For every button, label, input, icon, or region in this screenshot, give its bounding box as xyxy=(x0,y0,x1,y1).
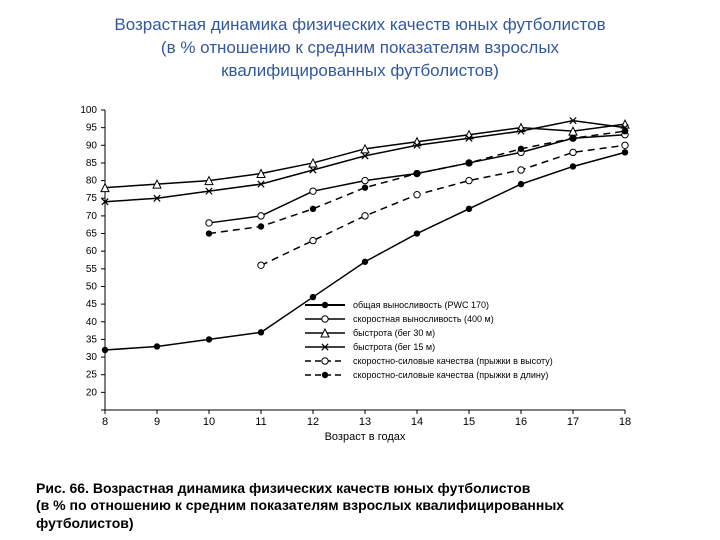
caption-line-1: Рис. 66. Возрастная динамика физических … xyxy=(36,480,530,496)
svg-text:60: 60 xyxy=(86,246,98,257)
svg-text:65: 65 xyxy=(86,229,98,240)
svg-text:13: 13 xyxy=(359,416,371,428)
svg-text:18: 18 xyxy=(619,416,631,428)
svg-text:Возраст в годах: Возраст в годах xyxy=(325,431,406,443)
caption-line-2: (в % по отношению к средним показателям … xyxy=(36,497,564,513)
svg-text:50: 50 xyxy=(86,281,98,292)
svg-text:быстрота (бег 30 м): быстрота (бег 30 м) xyxy=(353,328,435,338)
svg-text:40: 40 xyxy=(86,317,98,328)
svg-text:8: 8 xyxy=(102,416,108,428)
slide-title: Возрастная динамика физических качеств ю… xyxy=(0,0,720,83)
svg-text:45: 45 xyxy=(86,299,98,310)
svg-text:общая выносливость (PWC 170): общая выносливость (PWC 170) xyxy=(353,300,489,310)
svg-text:скоростно-силовые качества (пр: скоростно-силовые качества (прыжки в выс… xyxy=(353,356,553,366)
svg-text:35: 35 xyxy=(86,334,98,345)
svg-text:быстрота (бег 15 м): быстрота (бег 15 м) xyxy=(353,342,435,352)
svg-text:75: 75 xyxy=(86,193,98,204)
title-line-2: (в % отношению к средним показателям взр… xyxy=(40,37,680,60)
title-line-1: Возрастная динамика физических качеств ю… xyxy=(40,14,680,37)
chart-svg: 20 25 30 35 40 45 50 55 60 65 70 75 80 85 90 95 100 8 9 10 1… xyxy=(50,90,670,450)
svg-text:11: 11 xyxy=(255,416,266,428)
svg-text:70: 70 xyxy=(86,211,98,222)
caption-line-3: футболистов) xyxy=(36,515,134,531)
svg-text:30: 30 xyxy=(86,352,98,363)
svg-text:55: 55 xyxy=(86,264,98,275)
svg-text:16: 16 xyxy=(515,416,527,428)
figure-caption: Рис. 66. Возрастная динамика физических … xyxy=(36,480,690,533)
svg-text:17: 17 xyxy=(567,416,579,428)
svg-text:14: 14 xyxy=(411,416,423,428)
svg-text:10: 10 xyxy=(203,416,215,428)
svg-text:100: 100 xyxy=(80,105,97,116)
svg-text:9: 9 xyxy=(154,416,160,428)
svg-text:25: 25 xyxy=(86,370,98,381)
chart-area: 20 25 30 35 40 45 50 55 60 65 70 75 80 85 90 95 100 8 9 10 1… xyxy=(50,90,670,470)
svg-text:скоростная выносливость (400 м: скоростная выносливость (400 м) xyxy=(353,314,494,324)
svg-text:85: 85 xyxy=(86,158,98,169)
svg-text:20: 20 xyxy=(86,387,98,398)
svg-text:15: 15 xyxy=(463,416,475,428)
svg-text:90: 90 xyxy=(86,140,98,151)
svg-text:12: 12 xyxy=(307,416,319,428)
svg-text:скоростно-силовые качества (пр: скоростно-силовые качества (прыжки в дли… xyxy=(353,370,548,380)
svg-text:95: 95 xyxy=(86,123,98,134)
title-line-3: квалифицированных футболистов) xyxy=(40,60,680,83)
svg-text:80: 80 xyxy=(86,176,98,187)
